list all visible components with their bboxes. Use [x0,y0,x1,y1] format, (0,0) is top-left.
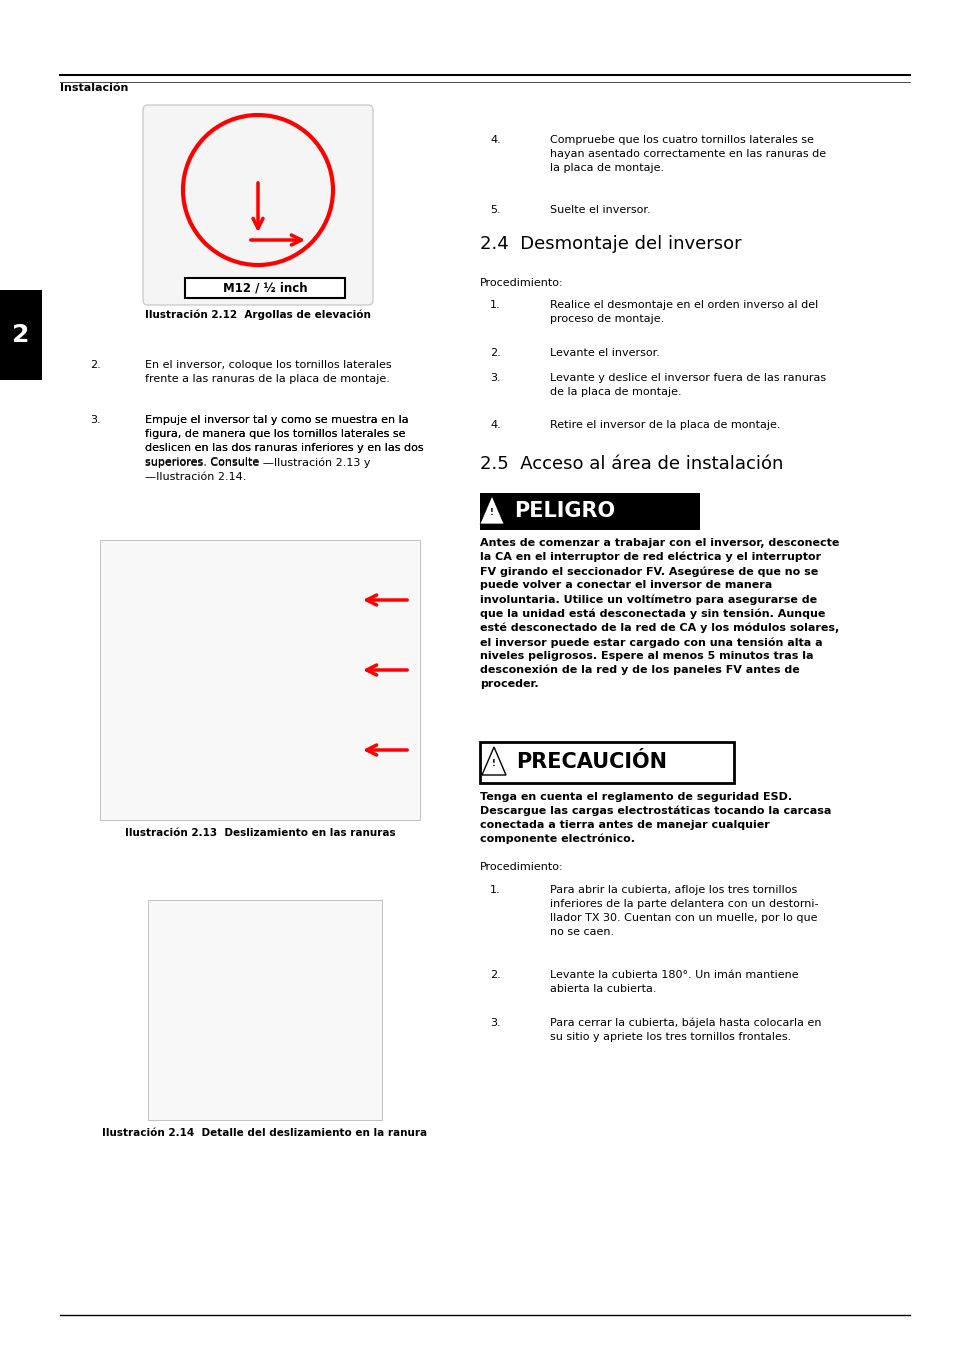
FancyBboxPatch shape [143,105,373,305]
Text: !: ! [492,760,496,768]
Text: 4.: 4. [490,420,500,431]
Text: Realice el desmontaje en el orden inverso al del
proceso de montaje.: Realice el desmontaje en el orden invers… [550,300,818,324]
FancyBboxPatch shape [479,743,733,783]
Text: Empuje el inversor tal y como se muestra en la
figura, de manera que los tornill: Empuje el inversor tal y como se muestra… [145,414,423,467]
Text: 4.: 4. [490,135,500,144]
Text: 3.: 3. [90,414,100,425]
Text: 2: 2 [12,323,30,347]
Text: PELIGRO: PELIGRO [514,501,615,521]
FancyBboxPatch shape [185,278,345,298]
Text: Antes de comenzar a trabajar con el inversor, desconecte
la CA en el interruptor: Antes de comenzar a trabajar con el inve… [479,539,839,688]
Polygon shape [479,495,503,524]
FancyBboxPatch shape [100,540,419,819]
Text: Empuje el inversor tal y como se muestra en la
figura, de manera que los tornill: Empuje el inversor tal y como se muestra… [145,414,423,482]
FancyBboxPatch shape [148,900,381,1120]
Text: Ilustración 2.14  Detalle del deslizamiento en la ranura: Ilustración 2.14 Detalle del deslizamien… [102,1129,427,1138]
Text: 2.4  Desmontaje del inversor: 2.4 Desmontaje del inversor [479,235,740,252]
Text: Compruebe que los cuatro tornillos laterales se
hayan asentado correctamente en : Compruebe que los cuatro tornillos later… [550,135,825,173]
Text: Instalación: Instalación [60,82,129,93]
Text: 3.: 3. [490,1018,500,1027]
Text: Procedimiento:: Procedimiento: [479,278,563,288]
Text: 3.: 3. [490,373,500,383]
FancyBboxPatch shape [479,493,700,531]
Text: PRECAUCIÓN: PRECAUCIÓN [516,752,666,772]
Text: Suelte el inversor.: Suelte el inversor. [550,205,650,215]
Text: Para abrir la cubierta, afloje los tres tornillos
inferiores de la parte delante: Para abrir la cubierta, afloje los tres … [550,886,818,937]
Text: 5.: 5. [490,205,500,215]
Text: 2.: 2. [90,360,101,370]
Text: 2.: 2. [490,348,500,358]
Text: Ilustración 2.13  Deslizamiento en las ranuras: Ilustración 2.13 Deslizamiento en las ra… [125,828,395,838]
Text: Levante y deslice el inversor fuera de las ranuras
de la placa de montaje.: Levante y deslice el inversor fuera de l… [550,373,825,397]
FancyBboxPatch shape [0,290,42,379]
Text: 2.: 2. [490,971,500,980]
Text: En el inversor, coloque los tornillos laterales
frente a las ranuras de la placa: En el inversor, coloque los tornillos la… [145,360,392,383]
Text: Ilustración 2.12  Argollas de elevación: Ilustración 2.12 Argollas de elevación [145,310,371,320]
Text: Levante la cubierta 180°. Un imán mantiene
abierta la cubierta.: Levante la cubierta 180°. Un imán mantie… [550,971,798,994]
Text: Procedimiento:: Procedimiento: [479,863,563,872]
Text: Retire el inversor de la placa de montaje.: Retire el inversor de la placa de montaj… [550,420,780,431]
Text: Tenga en cuenta el reglamento de seguridad ESD.
Descargue las cargas electrostát: Tenga en cuenta el reglamento de segurid… [479,792,830,844]
Text: 2.5  Acceso al área de instalación: 2.5 Acceso al área de instalación [479,455,782,472]
Polygon shape [481,747,505,775]
Text: 1.: 1. [490,886,500,895]
Text: M12 / ½ inch: M12 / ½ inch [222,282,307,294]
Text: 1.: 1. [490,300,500,310]
Text: !: ! [490,509,494,517]
Text: Levante el inversor.: Levante el inversor. [550,348,659,358]
Text: Para cerrar la cubierta, bájela hasta colocarla en
su sitio y apriete los tres t: Para cerrar la cubierta, bájela hasta co… [550,1018,821,1042]
